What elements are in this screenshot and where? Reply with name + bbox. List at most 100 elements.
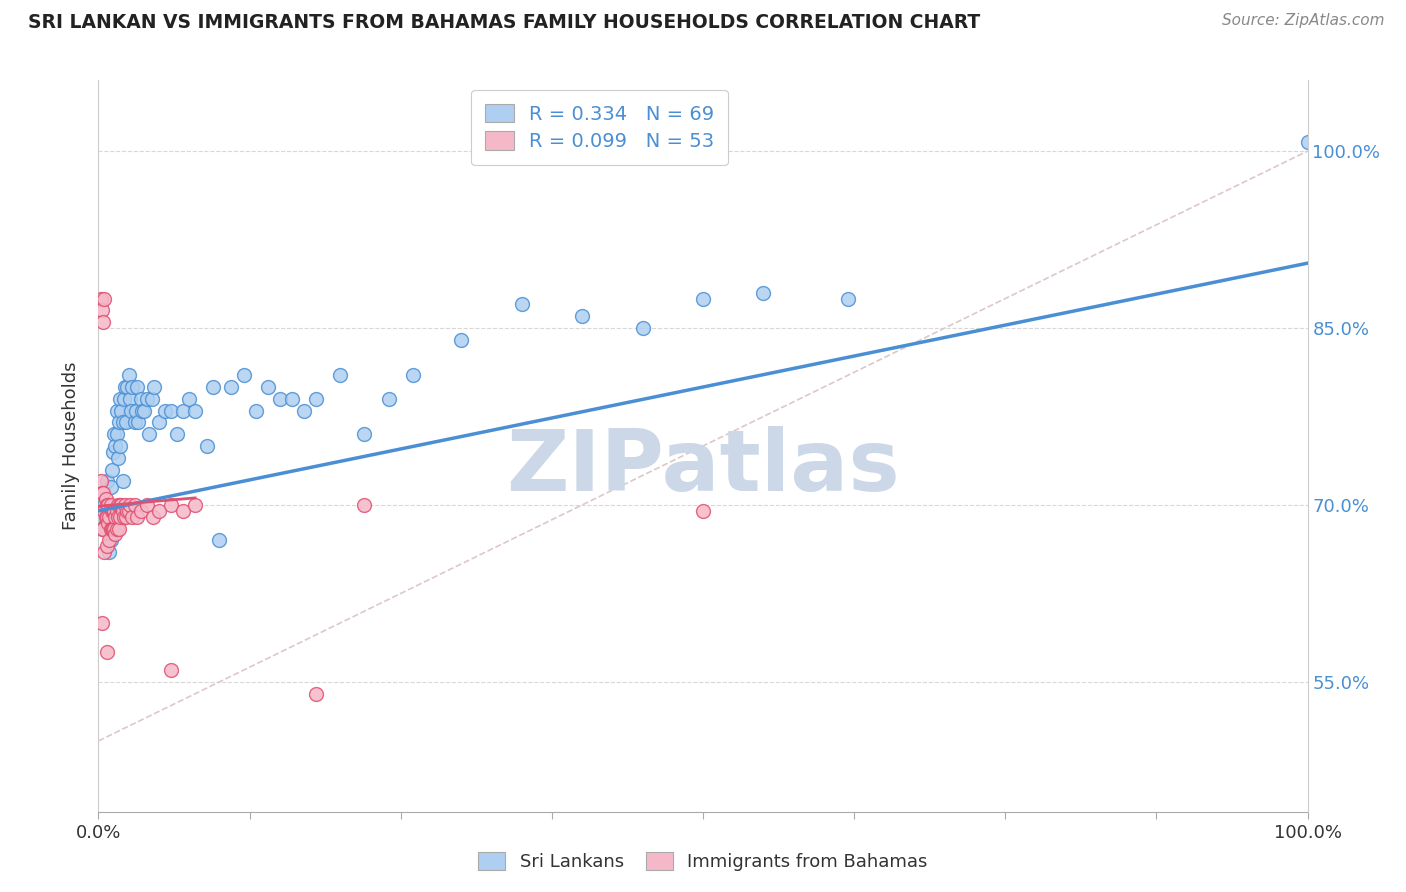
Point bbox=[221, 380, 243, 394]
Point bbox=[510, 297, 533, 311]
Point bbox=[103, 427, 125, 442]
Point bbox=[105, 427, 128, 442]
Point bbox=[117, 380, 139, 394]
Point bbox=[100, 522, 122, 536]
Point bbox=[91, 486, 114, 500]
Point bbox=[91, 486, 114, 500]
Point bbox=[153, 403, 176, 417]
Point bbox=[108, 522, 131, 536]
Point bbox=[91, 615, 114, 630]
Point bbox=[292, 403, 315, 417]
Point bbox=[124, 498, 146, 512]
Point bbox=[93, 498, 115, 512]
Point bbox=[121, 509, 143, 524]
Point bbox=[166, 427, 188, 442]
Y-axis label: Family Households: Family Households bbox=[62, 362, 80, 530]
Point bbox=[353, 498, 375, 512]
Point bbox=[91, 315, 114, 329]
Point bbox=[91, 522, 114, 536]
Point bbox=[108, 416, 131, 430]
Point bbox=[117, 504, 139, 518]
Point bbox=[172, 504, 194, 518]
Point bbox=[160, 663, 183, 677]
Legend: R = 0.334   N = 69, R = 0.099   N = 53: R = 0.334 N = 69, R = 0.099 N = 53 bbox=[471, 90, 728, 165]
Point bbox=[160, 403, 183, 417]
Point bbox=[184, 498, 207, 512]
Point bbox=[353, 427, 375, 442]
Point bbox=[281, 392, 304, 406]
Point bbox=[105, 522, 128, 536]
Point bbox=[184, 403, 207, 417]
Point bbox=[94, 516, 117, 530]
Point bbox=[115, 509, 138, 524]
Point bbox=[100, 522, 122, 536]
Point bbox=[108, 509, 131, 524]
Point bbox=[112, 392, 135, 406]
Point bbox=[93, 545, 115, 559]
Point bbox=[100, 533, 122, 548]
Point bbox=[98, 533, 121, 548]
Point bbox=[571, 310, 593, 324]
Point bbox=[402, 368, 425, 383]
Point bbox=[129, 392, 152, 406]
Point bbox=[329, 368, 352, 383]
Point bbox=[96, 475, 118, 489]
Point bbox=[91, 303, 114, 318]
Point bbox=[127, 416, 149, 430]
Point bbox=[98, 545, 121, 559]
Point bbox=[108, 439, 131, 453]
Point bbox=[195, 439, 218, 453]
Point bbox=[93, 292, 115, 306]
Point bbox=[692, 292, 714, 306]
Point bbox=[96, 539, 118, 553]
Point bbox=[114, 380, 136, 394]
Point bbox=[135, 498, 157, 512]
Legend: Sri Lankans, Immigrants from Bahamas: Sri Lankans, Immigrants from Bahamas bbox=[471, 846, 935, 879]
Point bbox=[104, 439, 127, 453]
Point bbox=[837, 292, 859, 306]
Point bbox=[111, 416, 134, 430]
Point bbox=[118, 498, 141, 512]
Point bbox=[90, 475, 112, 489]
Point bbox=[98, 509, 121, 524]
Point bbox=[115, 416, 138, 430]
Point bbox=[91, 522, 114, 536]
Point bbox=[1296, 135, 1319, 149]
Point bbox=[305, 392, 328, 406]
Point bbox=[172, 403, 194, 417]
Point bbox=[96, 645, 118, 659]
Point bbox=[105, 403, 128, 417]
Point bbox=[127, 509, 149, 524]
Point bbox=[125, 403, 148, 417]
Point bbox=[94, 492, 117, 507]
Point bbox=[110, 498, 132, 512]
Point bbox=[101, 522, 124, 536]
Point bbox=[97, 516, 120, 530]
Point bbox=[124, 416, 146, 430]
Point bbox=[131, 403, 153, 417]
Point bbox=[377, 392, 399, 406]
Point bbox=[96, 498, 118, 512]
Point bbox=[121, 380, 143, 394]
Point bbox=[107, 509, 129, 524]
Point bbox=[111, 504, 134, 518]
Text: SRI LANKAN VS IMMIGRANTS FROM BAHAMAS FAMILY HOUSEHOLDS CORRELATION CHART: SRI LANKAN VS IMMIGRANTS FROM BAHAMAS FA… bbox=[28, 13, 980, 32]
Point bbox=[148, 416, 170, 430]
Point bbox=[100, 498, 122, 512]
Text: Source: ZipAtlas.com: Source: ZipAtlas.com bbox=[1222, 13, 1385, 29]
Point bbox=[256, 380, 278, 394]
Point bbox=[101, 504, 124, 518]
Point bbox=[105, 504, 128, 518]
Point bbox=[120, 403, 142, 417]
Point bbox=[208, 533, 231, 548]
Point bbox=[692, 504, 714, 518]
Point bbox=[114, 498, 136, 512]
Point bbox=[108, 498, 131, 512]
Point bbox=[108, 392, 131, 406]
Point bbox=[450, 333, 472, 347]
Point bbox=[107, 450, 129, 465]
Point bbox=[135, 392, 157, 406]
Point bbox=[104, 527, 127, 541]
Point bbox=[100, 504, 122, 518]
Point bbox=[142, 509, 165, 524]
